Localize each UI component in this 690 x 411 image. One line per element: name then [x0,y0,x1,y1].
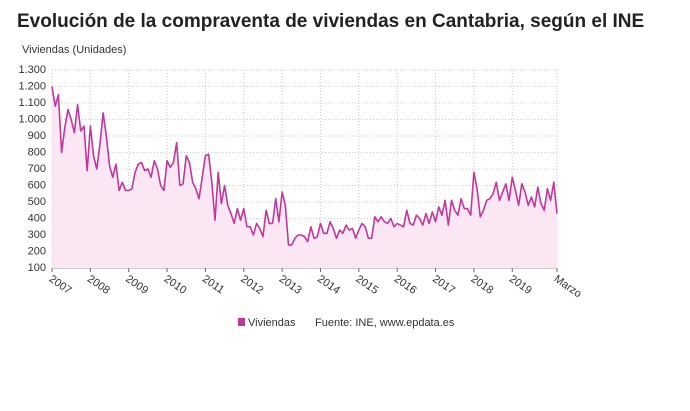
y-tick-label: 200 [28,245,46,257]
x-tick-label: 2013 [277,273,304,297]
x-tick-label: 2010 [162,273,189,297]
y-tick-label: 700 [28,163,46,175]
y-tick-label: 1.300 [18,64,46,76]
x-tick-label: 2018 [469,273,496,297]
x-tick-label: 2011 [200,273,226,296]
x-tick-label: 2017 [430,273,457,297]
y-tick-label: 800 [28,146,46,158]
y-tick-label: 1.100 [18,97,46,109]
source: Fuente: INE, www.epdata.es [315,317,455,329]
x-tick-label: 2016 [392,273,419,297]
line [51,86,558,246]
x-tick-label: 2012 [238,273,265,297]
x-tick-label: 2009 [123,273,150,297]
legend-swatch [238,318,245,326]
area [52,86,557,268]
legend-label: Viviendas [248,317,296,329]
x-tick-label: 2014 [315,273,342,297]
y-tick-label: 1.200 [18,80,46,92]
x-tick-label: Marzo [552,273,584,300]
x-tick-label: 2019 [507,273,534,297]
y-axis-label: Viviendas (Unidades) [22,44,126,56]
x-tick-label: 2007 [47,273,74,297]
x-tick-label: 2008 [85,273,112,297]
y-tick-label: 1.000 [18,113,46,125]
chart-title: Evolución de la compraventa de viviendas… [17,11,644,32]
y-tick-label: 400 [28,212,46,224]
y-tick-label: 900 [28,130,46,142]
y-tick-label: 500 [28,196,46,208]
x-tick-label: 2015 [353,273,380,297]
y-tick-label: 100 [28,262,46,274]
y-tick-label: 600 [28,179,46,191]
y-tick-label: 300 [28,229,46,241]
